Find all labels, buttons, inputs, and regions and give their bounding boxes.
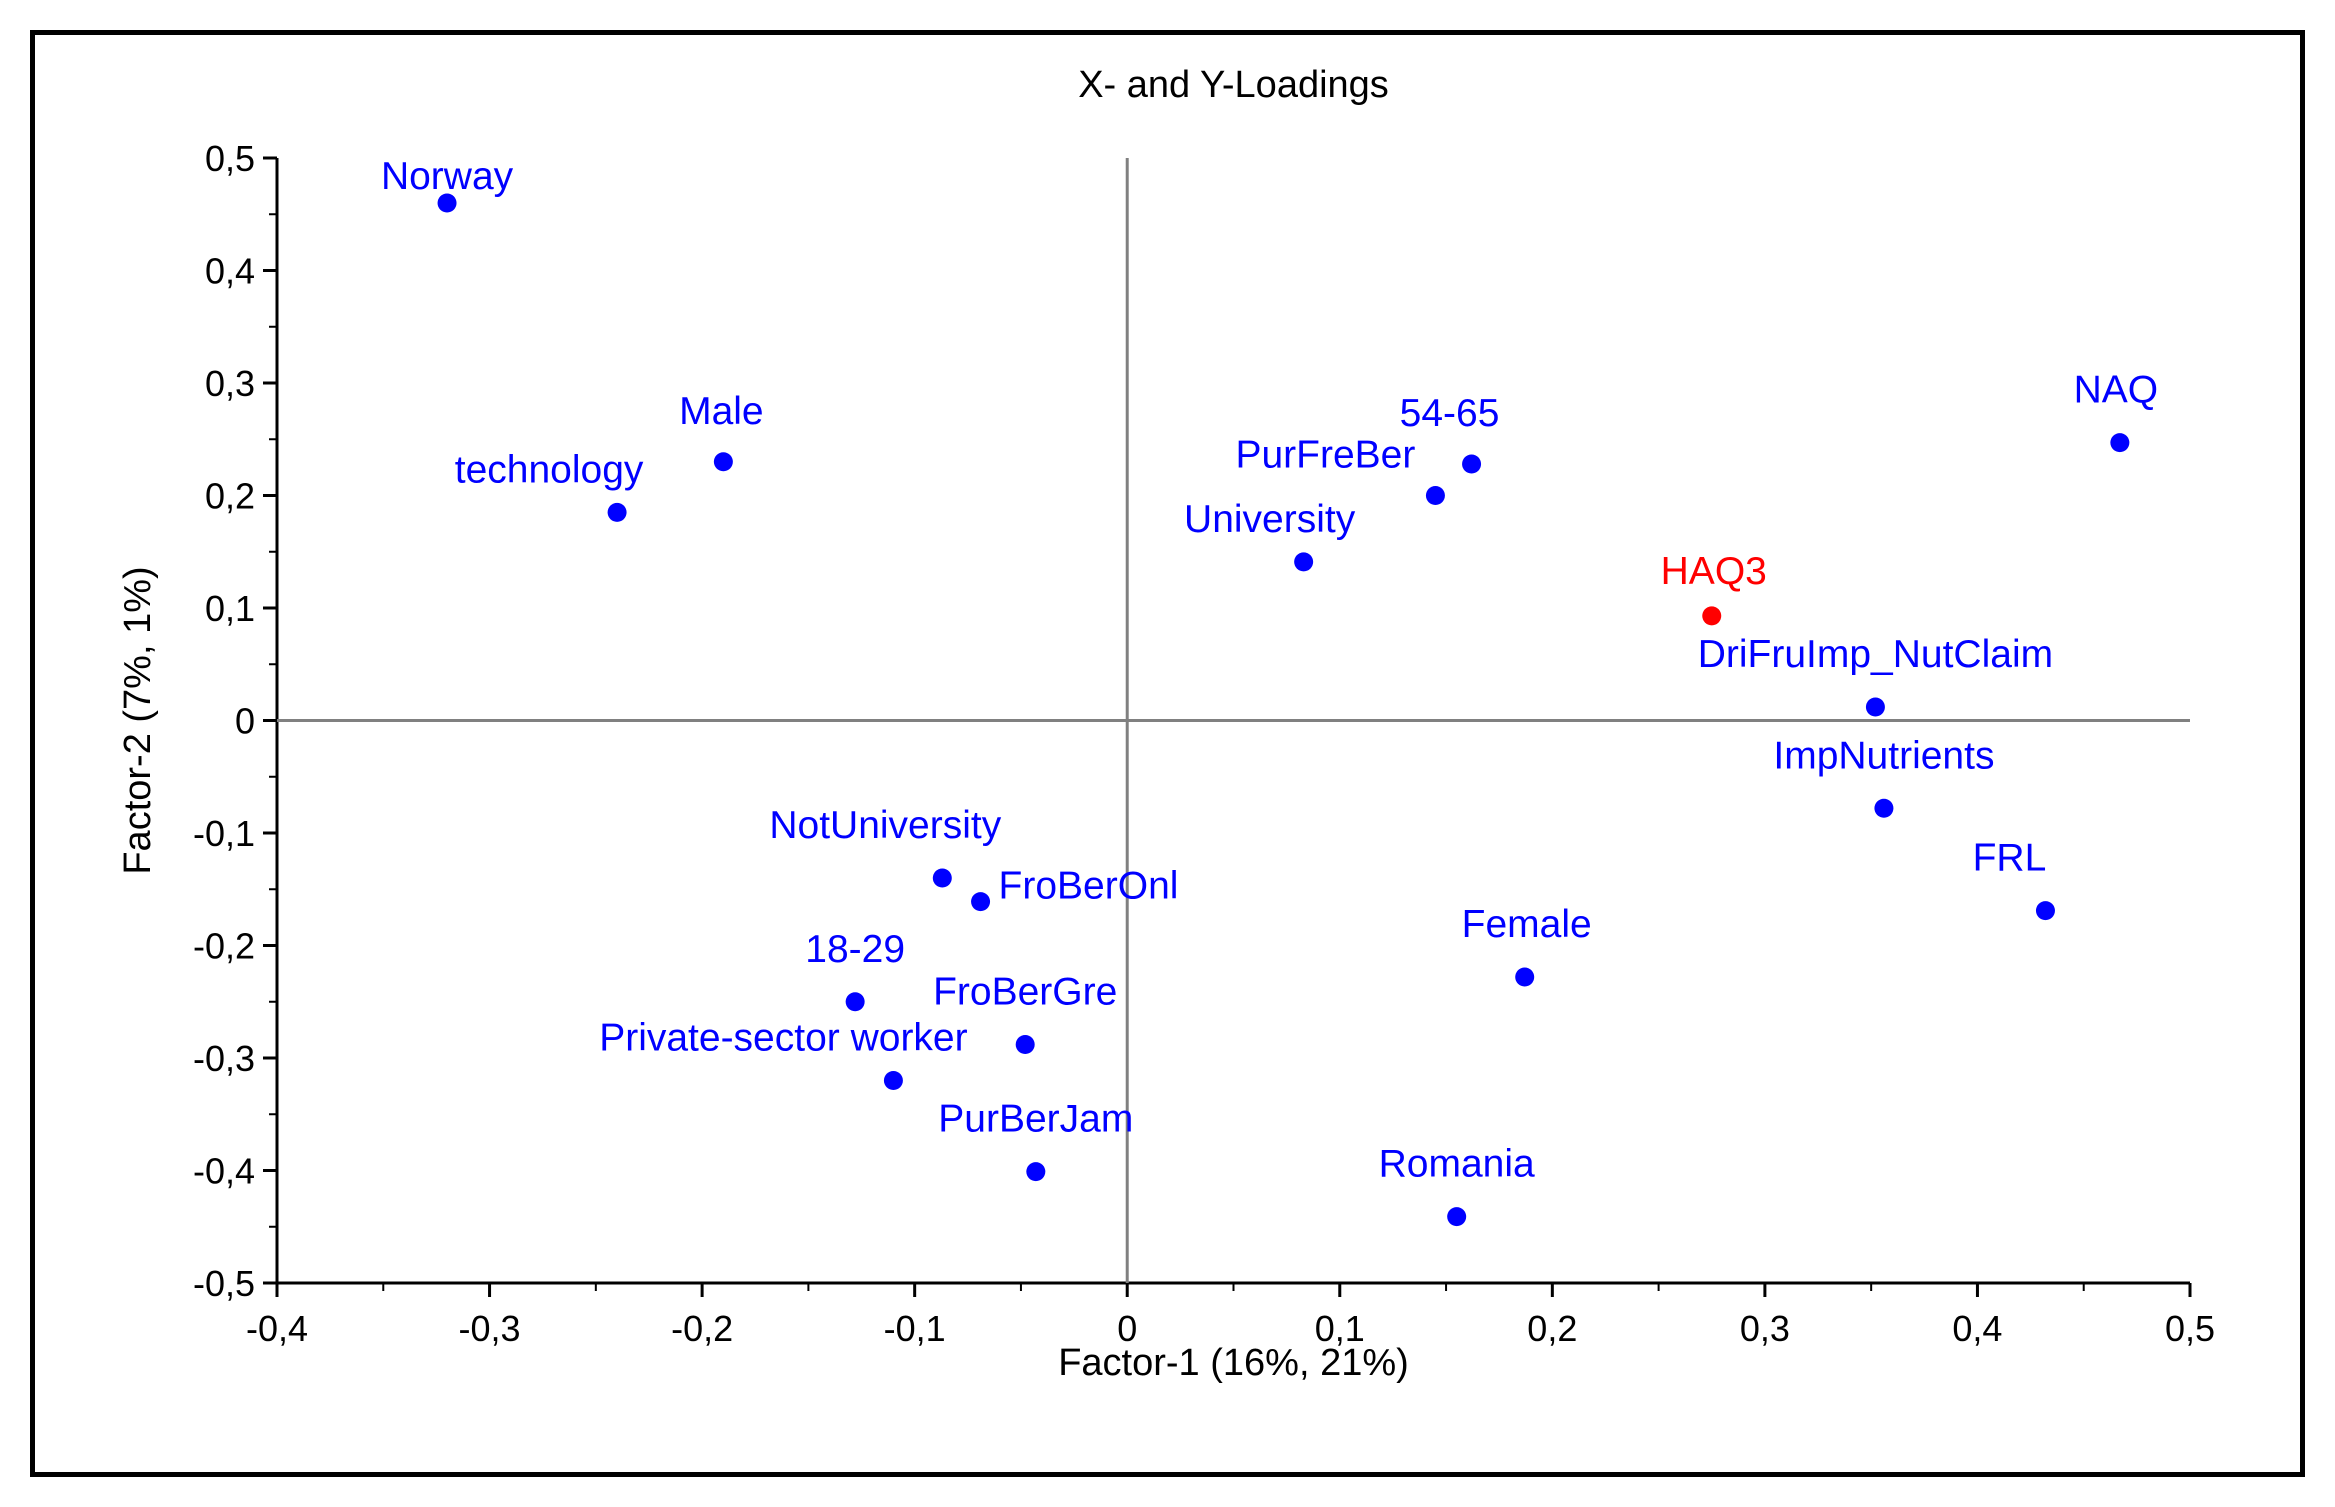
point-notuniversity bbox=[932, 868, 952, 888]
point-label-technology: technology bbox=[455, 448, 644, 491]
x-tick-label: 0,4 bbox=[1952, 1308, 2002, 1349]
point-label-18-29: 18-29 bbox=[805, 928, 905, 971]
x-tick-label: -0,3 bbox=[459, 1308, 521, 1349]
scatter-plot: X- and Y-Loadings -0,4 -0,3 -0,2 -0,1 0 0,1 0,… bbox=[117, 64, 2215, 1384]
y-axis-title: Factor-2 (7%, 1%) bbox=[117, 566, 159, 874]
point-norway bbox=[437, 193, 457, 213]
point-label-female: Female bbox=[1462, 903, 1592, 946]
point-label-private-sector-worker: Private-sector worker bbox=[599, 1017, 967, 1060]
x-tick-label: 0,2 bbox=[1527, 1308, 1577, 1349]
point-technology bbox=[607, 502, 627, 522]
point-54-65 bbox=[1462, 454, 1482, 474]
y-tick-label: 0,4 bbox=[205, 251, 255, 292]
y-tick-label: 0,5 bbox=[205, 138, 255, 179]
point-label-54-65: 54-65 bbox=[1400, 392, 1500, 435]
x-axis-title: Factor-1 (16%, 21%) bbox=[1058, 1342, 1409, 1384]
point-drifruimp-nutclaim bbox=[1865, 697, 1885, 717]
point-purfreber bbox=[1425, 486, 1445, 505]
y-tick-label: 0,2 bbox=[205, 476, 255, 517]
point-label-frl: FRL bbox=[1973, 837, 2047, 880]
point-froberonl bbox=[971, 892, 991, 912]
y-tick-label: -0,2 bbox=[193, 926, 255, 967]
point-label-norway: Norway bbox=[381, 155, 514, 198]
x-tick-label: -0,2 bbox=[671, 1308, 733, 1349]
point-label-froberonl: FroBerOnl bbox=[999, 865, 1179, 908]
point-frl bbox=[2035, 901, 2055, 921]
y-tick-label: -0,4 bbox=[193, 1151, 255, 1192]
chart-title: X- and Y-Loadings bbox=[1078, 64, 1389, 106]
x-tick-label: -0,1 bbox=[884, 1308, 946, 1349]
point-private-sector-worker bbox=[883, 1071, 903, 1090]
y-tick-label: 0,1 bbox=[205, 588, 255, 629]
point-naq bbox=[2110, 433, 2130, 453]
point-label-haq3: HAQ3 bbox=[1661, 550, 1767, 593]
axes bbox=[263, 156, 2192, 1297]
point-label-romania: Romania bbox=[1379, 1143, 1535, 1186]
point-female bbox=[1515, 967, 1535, 987]
x-tick-label: 0,1 bbox=[1315, 1308, 1365, 1349]
x-tick-label: -0,4 bbox=[246, 1308, 308, 1349]
y-tick-label: 0 bbox=[235, 701, 255, 742]
x-tick-label: 0 bbox=[1117, 1308, 1137, 1349]
y-tick-label: -0,5 bbox=[193, 1263, 255, 1304]
y-tick-label: 0,3 bbox=[205, 363, 255, 404]
point-male bbox=[713, 452, 733, 472]
point-label-drifruimp-nutclaim: DriFruImp_NutClaim bbox=[1698, 633, 2053, 676]
chart-frame: X- and Y-Loadings -0,4 -0,3 -0,2 -0,1 0 0,1 0,… bbox=[30, 30, 2305, 1477]
point-haq3 bbox=[1702, 606, 1722, 626]
point-impnutrients bbox=[1874, 798, 1894, 818]
y-tick-label: -0,3 bbox=[193, 1038, 255, 1079]
point-label-impnutrients: ImpNutrients bbox=[1773, 734, 1994, 777]
point-purberjam bbox=[1026, 1162, 1046, 1182]
point-label-university: University bbox=[1184, 498, 1356, 541]
point-label-notuniversity: NotUniversity bbox=[769, 804, 1001, 847]
tick-labels: -0,4 -0,3 -0,2 -0,1 0 0,1 0,2 0,3 0,4 0,5 0,5 0,4 0,… bbox=[193, 138, 2215, 1349]
point-frobergre bbox=[1015, 1035, 1035, 1054]
point-label-purberjam: PurBerJam bbox=[938, 1098, 1133, 1141]
point-label-purfreber: PurFreBer bbox=[1235, 434, 1415, 477]
point-university bbox=[1294, 552, 1314, 572]
point-label-frobergre: FroBerGre bbox=[933, 971, 1117, 1014]
point-18-29 bbox=[845, 992, 865, 1012]
point-label-male: Male bbox=[679, 390, 764, 433]
point-romania bbox=[1447, 1207, 1467, 1227]
x-tick-label: 0,5 bbox=[2165, 1308, 2215, 1349]
point-label-naq: NAQ bbox=[2074, 369, 2159, 412]
x-tick-label: 0,3 bbox=[1740, 1308, 1790, 1349]
y-tick-label: -0,1 bbox=[193, 813, 255, 854]
